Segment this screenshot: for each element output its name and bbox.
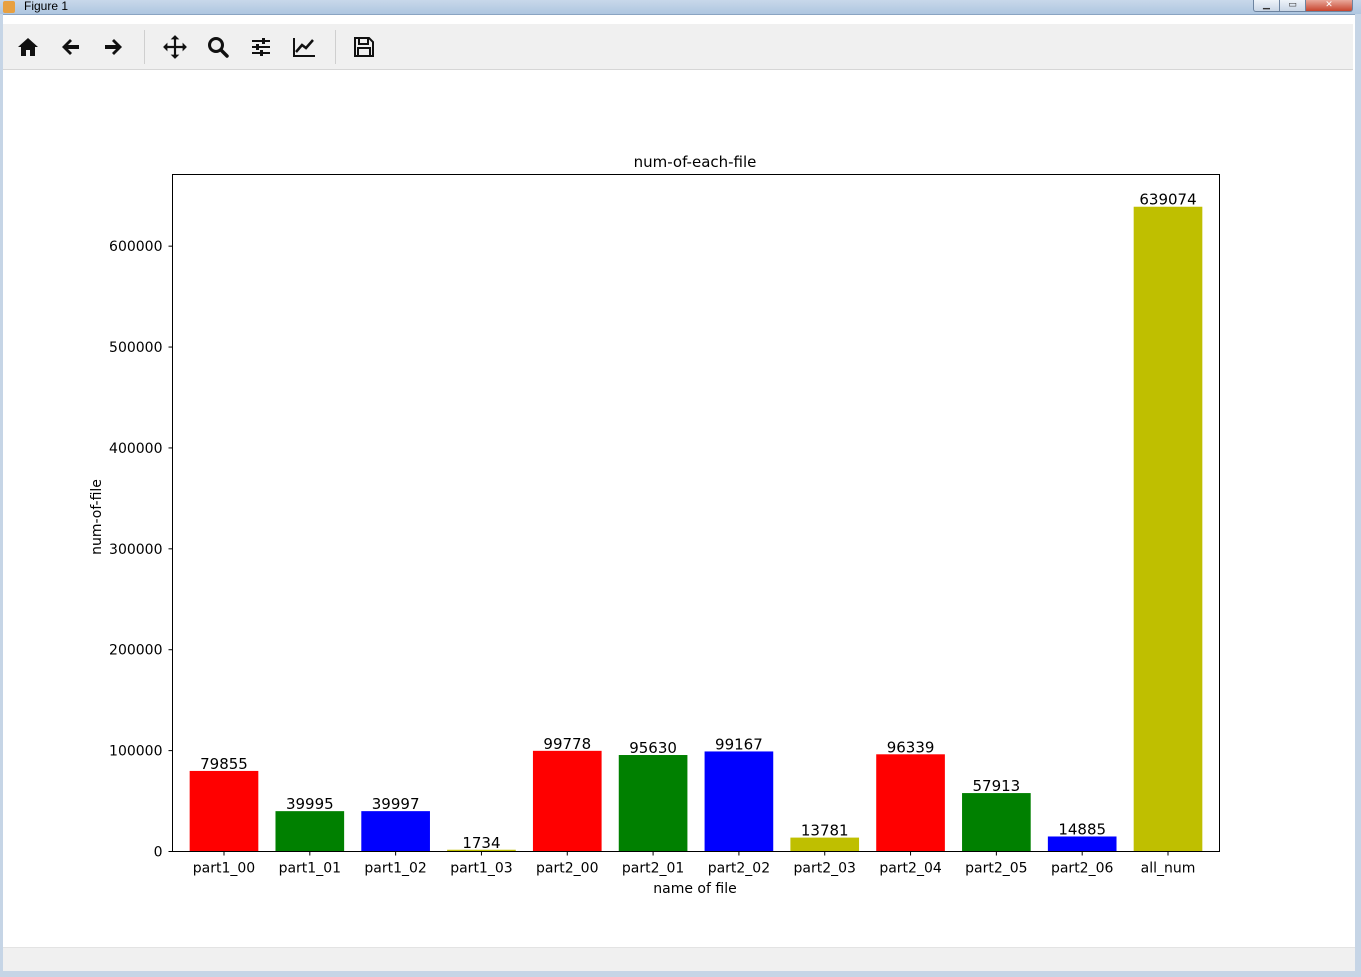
back-button[interactable] [56,32,86,62]
bar-value-label-part2_06: 14885 [1058,820,1106,838]
x-tick-label-part2_01: part2_01 [622,861,684,877]
bar-part2_06 [1047,836,1117,852]
window-frame-left [0,14,3,977]
x-tick-label-part2_03: part2_03 [794,861,856,877]
bar-value-label-part1_02: 39997 [372,795,420,813]
window-titlebar: Figure 1 ▁ ▭ ✕ [0,0,1361,15]
edit-axis-button[interactable] [289,32,319,62]
x-tick-label-part2_02: part2_02 [708,861,770,877]
bar-part1_02 [361,811,430,852]
y-tick-label: 400000 [109,441,162,457]
back-arrow-icon [62,39,79,55]
save-button[interactable] [349,32,379,62]
navigation-toolbar [3,24,1353,70]
bar-part1_00 [189,770,259,852]
maximize-icon: ▭ [1288,0,1297,10]
bar-value-label-part1_00: 79855 [200,755,248,773]
bar-value-label-part2_04: 96339 [887,738,935,756]
window-frame-right [1355,14,1361,977]
bar-value-label-part2_03: 13781 [801,822,849,840]
window-title: Figure 1 [24,0,69,13]
home-icon [18,38,38,56]
status-bar [3,947,1355,972]
x-axis-label: name of file [653,881,736,897]
x-axis-ticks: part1_00 part1_01 part1_02 part1_03 part2_00… [193,851,1196,877]
configure-subplots-icon [252,38,270,56]
bar-all_num [1133,206,1203,852]
y-axis-label: num-of-file [89,479,105,555]
bar-value-label-part2_05: 57913 [973,777,1021,795]
chart-title: num-of-each-file [634,153,757,171]
bar-value-label-all_num: 639074 [1139,191,1196,209]
bar-value-label-part2_02: 99167 [715,735,763,753]
x-tick-label-part2_06: part2_06 [1051,861,1114,877]
zoom-button[interactable] [203,32,233,62]
forward-button[interactable] [98,32,128,62]
app-icon [3,1,15,13]
toolbar-separator [144,30,145,64]
y-tick-label: 100000 [109,744,162,760]
toolbar-separator [335,30,336,64]
y-axis-ticks: 0 100000 200000 300000 400000 500000 600000 [109,239,173,861]
save-floppy-icon [354,37,374,57]
minimize-icon: ▁ [1263,0,1270,10]
forward-arrow-icon [105,39,122,55]
bar-part2_05 [962,793,1031,852]
close-button[interactable]: ✕ [1305,0,1353,12]
zoom-magnifier-icon [208,37,229,58]
y-tick-label: 0 [154,845,163,861]
bar-part1_01 [275,811,345,852]
x-tick-label-part1_00: part1_00 [193,861,255,877]
x-tick-label-part1_02: part1_02 [364,861,426,877]
bar-value-label-part1_03: 1734 [462,834,500,852]
bar-part1_03 [447,849,516,852]
bar-part2_02 [704,751,774,852]
pan-button[interactable] [160,32,190,62]
window-frame-bottom [0,971,1361,977]
bar-value-labels: 79855 39995 39997 1734 99778 95630 99167 13781 9… [200,191,1197,852]
configure-subplots-button[interactable] [246,32,276,62]
x-tick-label-part1_01: part1_01 [279,861,341,877]
x-tick-label-part2_04: part2_04 [879,861,942,877]
bar-value-label-part2_00: 99778 [543,735,591,753]
y-tick-label: 500000 [109,340,162,356]
bar-part2_01 [618,755,688,852]
bar-value-label-part1_01: 39995 [286,795,334,813]
bar-part2_03 [790,837,860,852]
close-icon: ✕ [1325,0,1333,10]
bar-part2_04 [876,754,945,852]
pan-move-icon [163,35,187,59]
x-tick-label-all_num: all_num [1141,861,1196,877]
edit-axis-curves-icon [293,38,315,57]
bar-value-label-part2_01: 95630 [629,739,677,757]
x-tick-label-part1_03: part1_03 [450,861,512,877]
x-tick-label-part2_05: part2_05 [965,861,1027,877]
y-tick-label: 600000 [109,239,162,255]
axes-frame [172,174,1220,852]
y-tick-label: 200000 [109,643,162,659]
bar-part2_00 [532,750,602,852]
bars-layer [189,206,1203,852]
y-tick-label: 300000 [109,542,162,558]
x-tick-label-part2_00: part2_00 [536,861,598,877]
home-button[interactable] [13,32,43,62]
